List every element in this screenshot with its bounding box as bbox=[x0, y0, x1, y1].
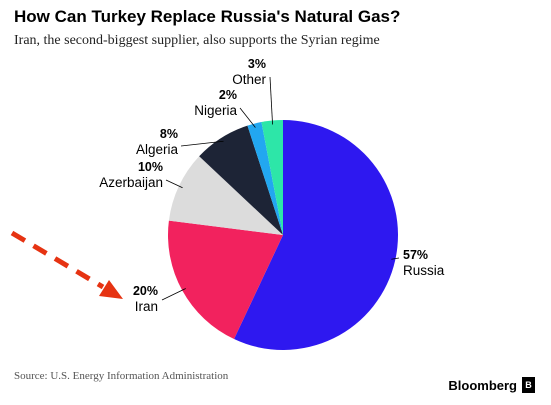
arrow-shaft bbox=[10, 230, 105, 290]
slice-iran bbox=[168, 220, 283, 340]
leader-other bbox=[269, 76, 273, 125]
value-label-other: 3% bbox=[248, 57, 266, 71]
bloomberg-logo: Bloomberg bbox=[448, 378, 517, 393]
category-label-algeria: Algeria bbox=[136, 142, 179, 157]
chart-subtitle: Iran, the second-biggest supplier, also … bbox=[14, 33, 380, 48]
category-label-other: Other bbox=[232, 72, 266, 87]
value-label-azerbaijan: 10% bbox=[138, 160, 163, 174]
category-label-nigeria: Nigeria bbox=[194, 103, 237, 118]
leader-algeria bbox=[180, 140, 224, 147]
value-label-algeria: 8% bbox=[160, 127, 178, 141]
category-label-azerbaijan: Azerbaijan bbox=[99, 175, 163, 190]
slice-algeria bbox=[199, 125, 283, 235]
value-label-russia: 57% bbox=[403, 248, 428, 262]
source-note: Source: U.S. Energy Information Administ… bbox=[14, 370, 229, 382]
leader-azerbaijan bbox=[165, 179, 183, 189]
value-label-nigeria: 2% bbox=[219, 88, 237, 102]
leader-russia bbox=[391, 257, 400, 260]
slice-azerbaijan bbox=[168, 156, 283, 235]
leader-nigeria bbox=[239, 107, 256, 128]
slice-nigeria bbox=[247, 122, 283, 235]
slice-russia bbox=[234, 120, 399, 350]
leader-lines bbox=[161, 76, 400, 301]
slice-other bbox=[261, 120, 283, 235]
category-label-russia: Russia bbox=[403, 263, 445, 278]
slice-labels: 57%Russia 20%Iran 10%Azerbaijan 8%Algeria 2%… bbox=[99, 57, 445, 314]
category-label-iran: Iran bbox=[135, 299, 158, 314]
chart-title: How Can Turkey Replace Russia's Natural … bbox=[14, 7, 401, 26]
leader-iran bbox=[161, 288, 186, 301]
bloomberg-mark-icon: B bbox=[522, 377, 535, 393]
value-label-iran: 20% bbox=[133, 284, 158, 298]
pie-slices bbox=[168, 120, 399, 350]
highlight-arrow bbox=[10, 230, 123, 299]
arrow-head-icon bbox=[99, 280, 123, 299]
